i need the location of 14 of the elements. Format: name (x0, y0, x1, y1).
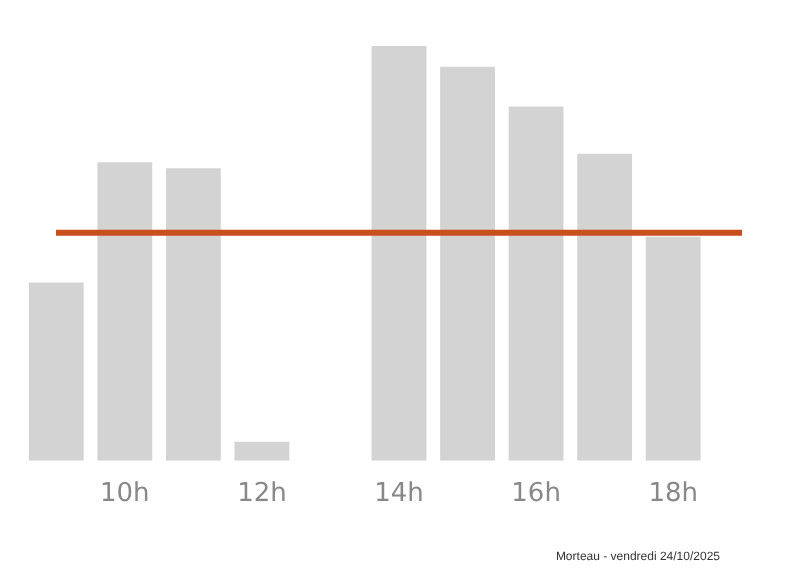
x-tick-label: 18h (648, 479, 698, 510)
x-tick-label: 16h (511, 479, 561, 510)
bar (97, 162, 153, 461)
bar (234, 441, 290, 461)
x-tick-label: 12h (237, 479, 287, 510)
x-tick-label: 14h (374, 479, 424, 510)
bar (28, 282, 84, 461)
bar (165, 168, 221, 461)
bar (508, 106, 564, 461)
bar (440, 66, 495, 461)
bar (645, 236, 701, 461)
bar (371, 46, 427, 461)
bar (577, 153, 633, 461)
x-tick-label: 10h (100, 479, 150, 510)
